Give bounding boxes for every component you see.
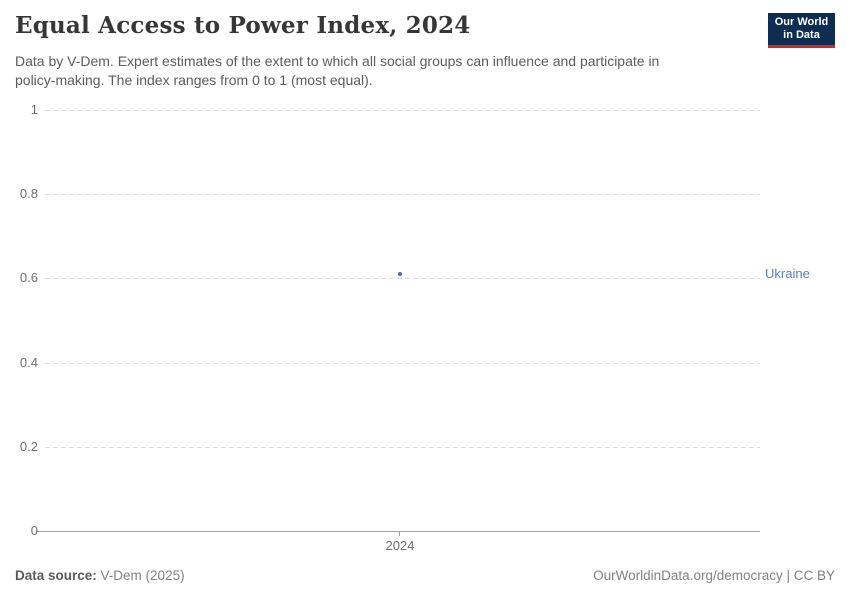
y-axis-tick-label: 0.8 — [19, 186, 38, 202]
y-gridline — [45, 194, 760, 196]
data-source-label: Data source: — [15, 568, 97, 583]
chart-title: Equal Access to Power Index, 2024 — [15, 12, 471, 39]
data-source-value: V-Dem (2025) — [100, 568, 185, 583]
owid-logo: Our World in Data — [768, 13, 835, 48]
owid-logo-line1: Our World — [774, 16, 829, 28]
y-axis-tick-label: 0 — [30, 523, 38, 538]
chart-subtitle-line1: Data by V-Dem. Expert estimates of the e… — [15, 53, 660, 69]
data-source: Data source: V-Dem (2025) — [15, 568, 185, 583]
data-point-ukraine[interactable] — [398, 272, 402, 277]
y-axis-tick-label: 0.4 — [19, 354, 38, 370]
chart-subtitle-line2: policy-making. The index ranges from 0 t… — [15, 71, 373, 88]
entity-label-ukraine[interactable]: Ukraine — [765, 266, 810, 282]
y-gridline — [45, 446, 760, 448]
y-gridline — [45, 362, 760, 364]
x-axis-tick-label: 2024 — [385, 538, 415, 553]
chart-footer: Data source: V-Dem (2025) OurWorldinData… — [15, 568, 835, 583]
chart-subtitle: Data by V-Dem. Expert estimates of the e… — [15, 52, 659, 89]
y-axis-tick-label: 0.6 — [19, 270, 38, 286]
x-axis-line — [37, 531, 760, 532]
y-axis-tick-label: 1 — [30, 102, 38, 117]
owid-logo-line2: in Data — [783, 29, 820, 41]
y-gridline — [45, 278, 760, 280]
credit-line: OurWorldinData.org/democracy | CC BY — [593, 568, 835, 583]
x-axis-tick — [399, 532, 400, 536]
y-gridline — [45, 110, 760, 111]
y-axis-tick-label: 0.2 — [19, 438, 38, 454]
